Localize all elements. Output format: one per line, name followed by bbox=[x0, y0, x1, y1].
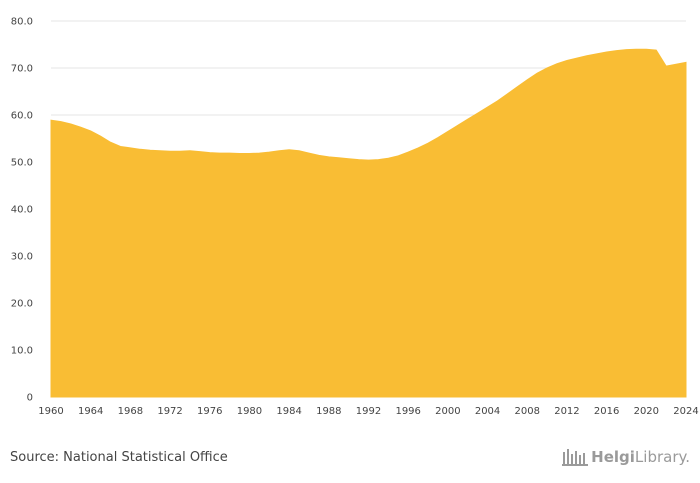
x-tick-label: 2000 bbox=[435, 406, 460, 417]
y-tick-label: 10.0 bbox=[11, 346, 33, 357]
x-tick-label: 1968 bbox=[118, 406, 143, 417]
logo-text-library: Library. bbox=[634, 448, 690, 466]
logo-text-helgi: Helgi bbox=[591, 448, 635, 466]
x-tick-label: 1992 bbox=[356, 406, 381, 417]
x-tick-label: 1988 bbox=[316, 406, 341, 417]
x-tick-label: 1960 bbox=[38, 406, 63, 417]
x-tick-label: 2024 bbox=[673, 406, 698, 417]
source-note: Source: National Statistical Office bbox=[10, 450, 228, 465]
y-tick-label: 70.0 bbox=[11, 64, 33, 75]
y-tick-label: 0 bbox=[27, 393, 33, 404]
y-tick-label: 30.0 bbox=[11, 252, 33, 263]
x-tick-label: 1976 bbox=[197, 406, 222, 417]
y-tick-label: 50.0 bbox=[11, 158, 33, 169]
y-tick-label: 80.0 bbox=[11, 17, 33, 28]
x-tick-label: 2008 bbox=[515, 406, 540, 417]
x-tick-label: 1996 bbox=[395, 406, 420, 417]
y-tick-label: 20.0 bbox=[11, 299, 33, 310]
area-series-path bbox=[50, 48, 687, 398]
helgi-library-logo: Helgi Library. bbox=[562, 448, 690, 466]
x-tick-label: 2012 bbox=[554, 406, 579, 417]
x-tick-label: 1964 bbox=[78, 406, 103, 417]
x-tick-label: 2004 bbox=[475, 406, 500, 417]
x-axis-ticks: 1960 1964 1968 1972 1976 1980 1984 1988 1992 1996… bbox=[38, 406, 698, 417]
y-tick-label: 40.0 bbox=[11, 205, 33, 216]
x-tick-label: 2016 bbox=[594, 406, 619, 417]
area-chart: 010.020.030.040.050.060.070.080.0 1960 19… bbox=[11, 17, 699, 418]
x-tick-label: 1980 bbox=[237, 406, 262, 417]
y-axis-ticks: 0 10.0 20.0 30.0 40.0 50.0 60.0 70.0 80.0 bbox=[11, 17, 33, 404]
y-tick-label: 60.0 bbox=[11, 111, 33, 122]
x-tick-label: 2020 bbox=[634, 406, 659, 417]
area-series bbox=[50, 48, 687, 398]
library-building-icon bbox=[562, 449, 589, 466]
x-tick-label: 1984 bbox=[276, 406, 301, 417]
x-tick-label: 1972 bbox=[157, 406, 182, 417]
